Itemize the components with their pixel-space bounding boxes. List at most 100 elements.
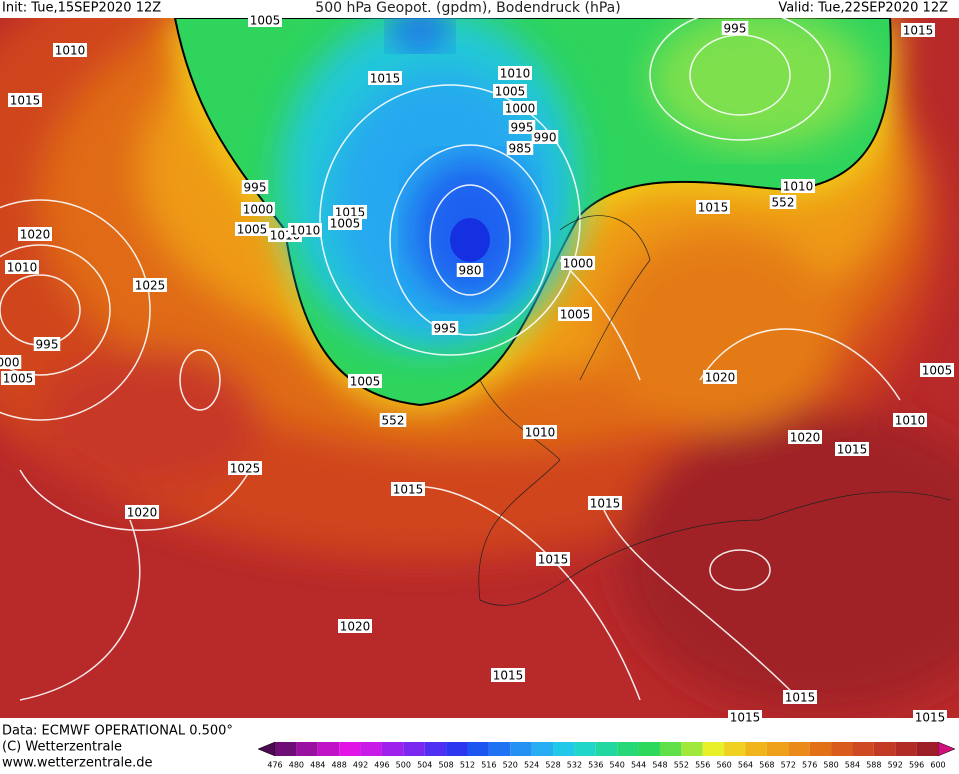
isobar-label: 1005 [350, 375, 381, 389]
colorbar-cell [424, 742, 447, 756]
label-box [1, 371, 35, 385]
label-box [241, 202, 275, 216]
isobar-label: 1000 [563, 257, 594, 271]
colorbar-tick-label: 560 [716, 761, 731, 770]
colorbar-cell [681, 742, 703, 756]
colorbar-cell [788, 742, 810, 756]
isobar-label: 1005 [237, 223, 268, 237]
isobar-label: 1010 [55, 44, 86, 58]
colorbar-cell [467, 742, 489, 756]
colorbar-tick-label: 600 [930, 761, 945, 770]
website: www.wetterzentrale.de [2, 756, 152, 771]
isobar-label: 990 [534, 131, 557, 145]
colorbar-tick-label: 580 [823, 761, 838, 770]
isobar-label: 1000 [243, 203, 274, 217]
colorbar-cell [339, 742, 361, 756]
label-box [33, 337, 61, 351]
isobar-label: 552 [382, 414, 405, 428]
label-box [338, 619, 372, 633]
colorbar-cell [916, 742, 938, 756]
label-box [288, 223, 322, 237]
label-box [125, 505, 159, 519]
isobar-label: 1020 [127, 506, 158, 520]
isobar-label: 1015 [730, 711, 761, 725]
colorbar-arrow-right [937, 741, 956, 757]
label-box [248, 13, 282, 27]
label-box [769, 195, 797, 209]
valid-time: Valid: Tue,22SEP2020 12Z [778, 1, 948, 16]
colorbar-cell [595, 742, 618, 756]
colorbar-tick-label: 556 [695, 761, 710, 770]
colorbar-tick-label: 500 [396, 761, 411, 770]
label-box [493, 84, 527, 98]
label-box [721, 21, 749, 35]
isobar-label: 1020 [340, 620, 371, 634]
init-time: Init: Tue,15SEP2020 12Z [2, 1, 161, 16]
label-box [228, 461, 262, 475]
colorbar-tick-label: 524 [524, 761, 539, 770]
colorbar-cell [381, 742, 404, 756]
colorbar-tick-label: 544 [631, 761, 646, 770]
colorbar-tick-label: 508 [438, 761, 453, 770]
isobar-label: 1015 [837, 443, 868, 457]
label-box [913, 710, 947, 724]
isobar-label: 1005 [330, 217, 361, 231]
colorbar-cell [895, 742, 917, 756]
label-box [333, 205, 367, 219]
isobar-label: 1020 [20, 228, 51, 242]
label-box [391, 482, 425, 496]
label-box [348, 374, 382, 388]
map-title: 500 hPa Geopot. (gpdm), Bodendruck (hPa) [315, 0, 620, 16]
isobar-label: 1005 [560, 308, 591, 322]
isobar-label: 995 [511, 121, 534, 135]
isobar-label: 1005 [3, 372, 34, 386]
colorbar-cell [745, 742, 767, 756]
colorbar-cell [403, 742, 425, 756]
label-box [588, 496, 622, 510]
label-box [901, 23, 935, 37]
isobar-label: 995 [36, 338, 59, 352]
isobar-label: 1015 [903, 24, 934, 38]
label-box [456, 263, 484, 277]
isobar-label: 1015 [493, 669, 524, 683]
colorbar-cell [488, 742, 511, 756]
isobar-label: 1015 [10, 94, 41, 108]
colorbar-tick-label: 592 [888, 761, 903, 770]
label-box [235, 222, 269, 236]
colorbar-tick-label: 532 [567, 761, 582, 770]
label-box [241, 180, 269, 194]
label-box [368, 71, 402, 85]
label-box [788, 430, 822, 444]
colorbar-tick-label: 552 [674, 761, 689, 770]
colorbar-tick-label: 584 [845, 761, 860, 770]
colorbar-tick-label: 528 [545, 761, 560, 770]
colorbar-arrow-left [257, 741, 276, 757]
label-box [18, 227, 52, 241]
copyright: (C) Wetterzentrale [2, 740, 122, 755]
isobar-label: 985 [509, 142, 532, 156]
label-box [558, 307, 592, 321]
isobar-label: 000 [0, 356, 19, 370]
isobar-label: 1010 [500, 67, 531, 81]
isobar-label: 1020 [790, 431, 821, 445]
isobar-label: 995 [434, 322, 457, 336]
colorbar-tick-label: 476 [267, 761, 282, 770]
colorbar-tick-label: 484 [310, 761, 325, 770]
colorbar-cell [446, 742, 468, 756]
isobar-label: 1005 [495, 85, 526, 99]
isobar-label: 1005 [922, 364, 953, 378]
isobar-label: 995 [724, 22, 747, 36]
isobar-label: 1015 [590, 497, 621, 511]
colorbar-cell [617, 742, 639, 756]
colorbar-cell [531, 742, 554, 756]
isobar-label: 1015 [915, 711, 946, 725]
colorbar-cell [724, 742, 746, 756]
isobar-label: 1025 [230, 462, 261, 476]
label-box [503, 101, 537, 115]
isobar-label: 1010 [895, 414, 926, 428]
colorbar-cell [766, 742, 789, 756]
colorbar-tick-label: 488 [332, 761, 347, 770]
label-box [703, 370, 737, 384]
